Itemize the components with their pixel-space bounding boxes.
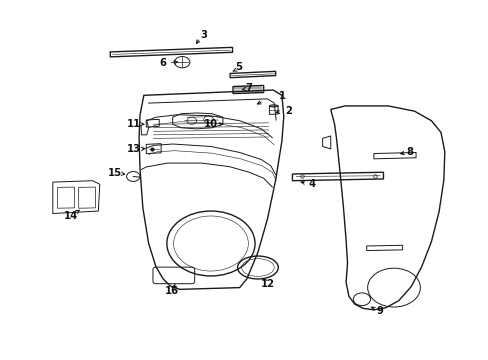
Text: 14: 14 xyxy=(64,211,78,221)
Text: 4: 4 xyxy=(307,179,314,189)
Text: 7: 7 xyxy=(245,83,252,93)
Text: 13: 13 xyxy=(127,144,141,154)
Text: 10: 10 xyxy=(203,119,218,129)
Text: 9: 9 xyxy=(375,306,382,316)
Text: 2: 2 xyxy=(285,106,291,116)
Text: 16: 16 xyxy=(164,286,178,296)
Text: 3: 3 xyxy=(200,30,207,40)
Text: 11: 11 xyxy=(127,119,141,129)
Text: 15: 15 xyxy=(108,168,122,178)
Text: 8: 8 xyxy=(406,147,412,157)
Text: 1: 1 xyxy=(278,91,285,101)
Text: 6: 6 xyxy=(159,58,166,68)
Text: 5: 5 xyxy=(234,62,241,72)
Text: 12: 12 xyxy=(260,279,274,289)
